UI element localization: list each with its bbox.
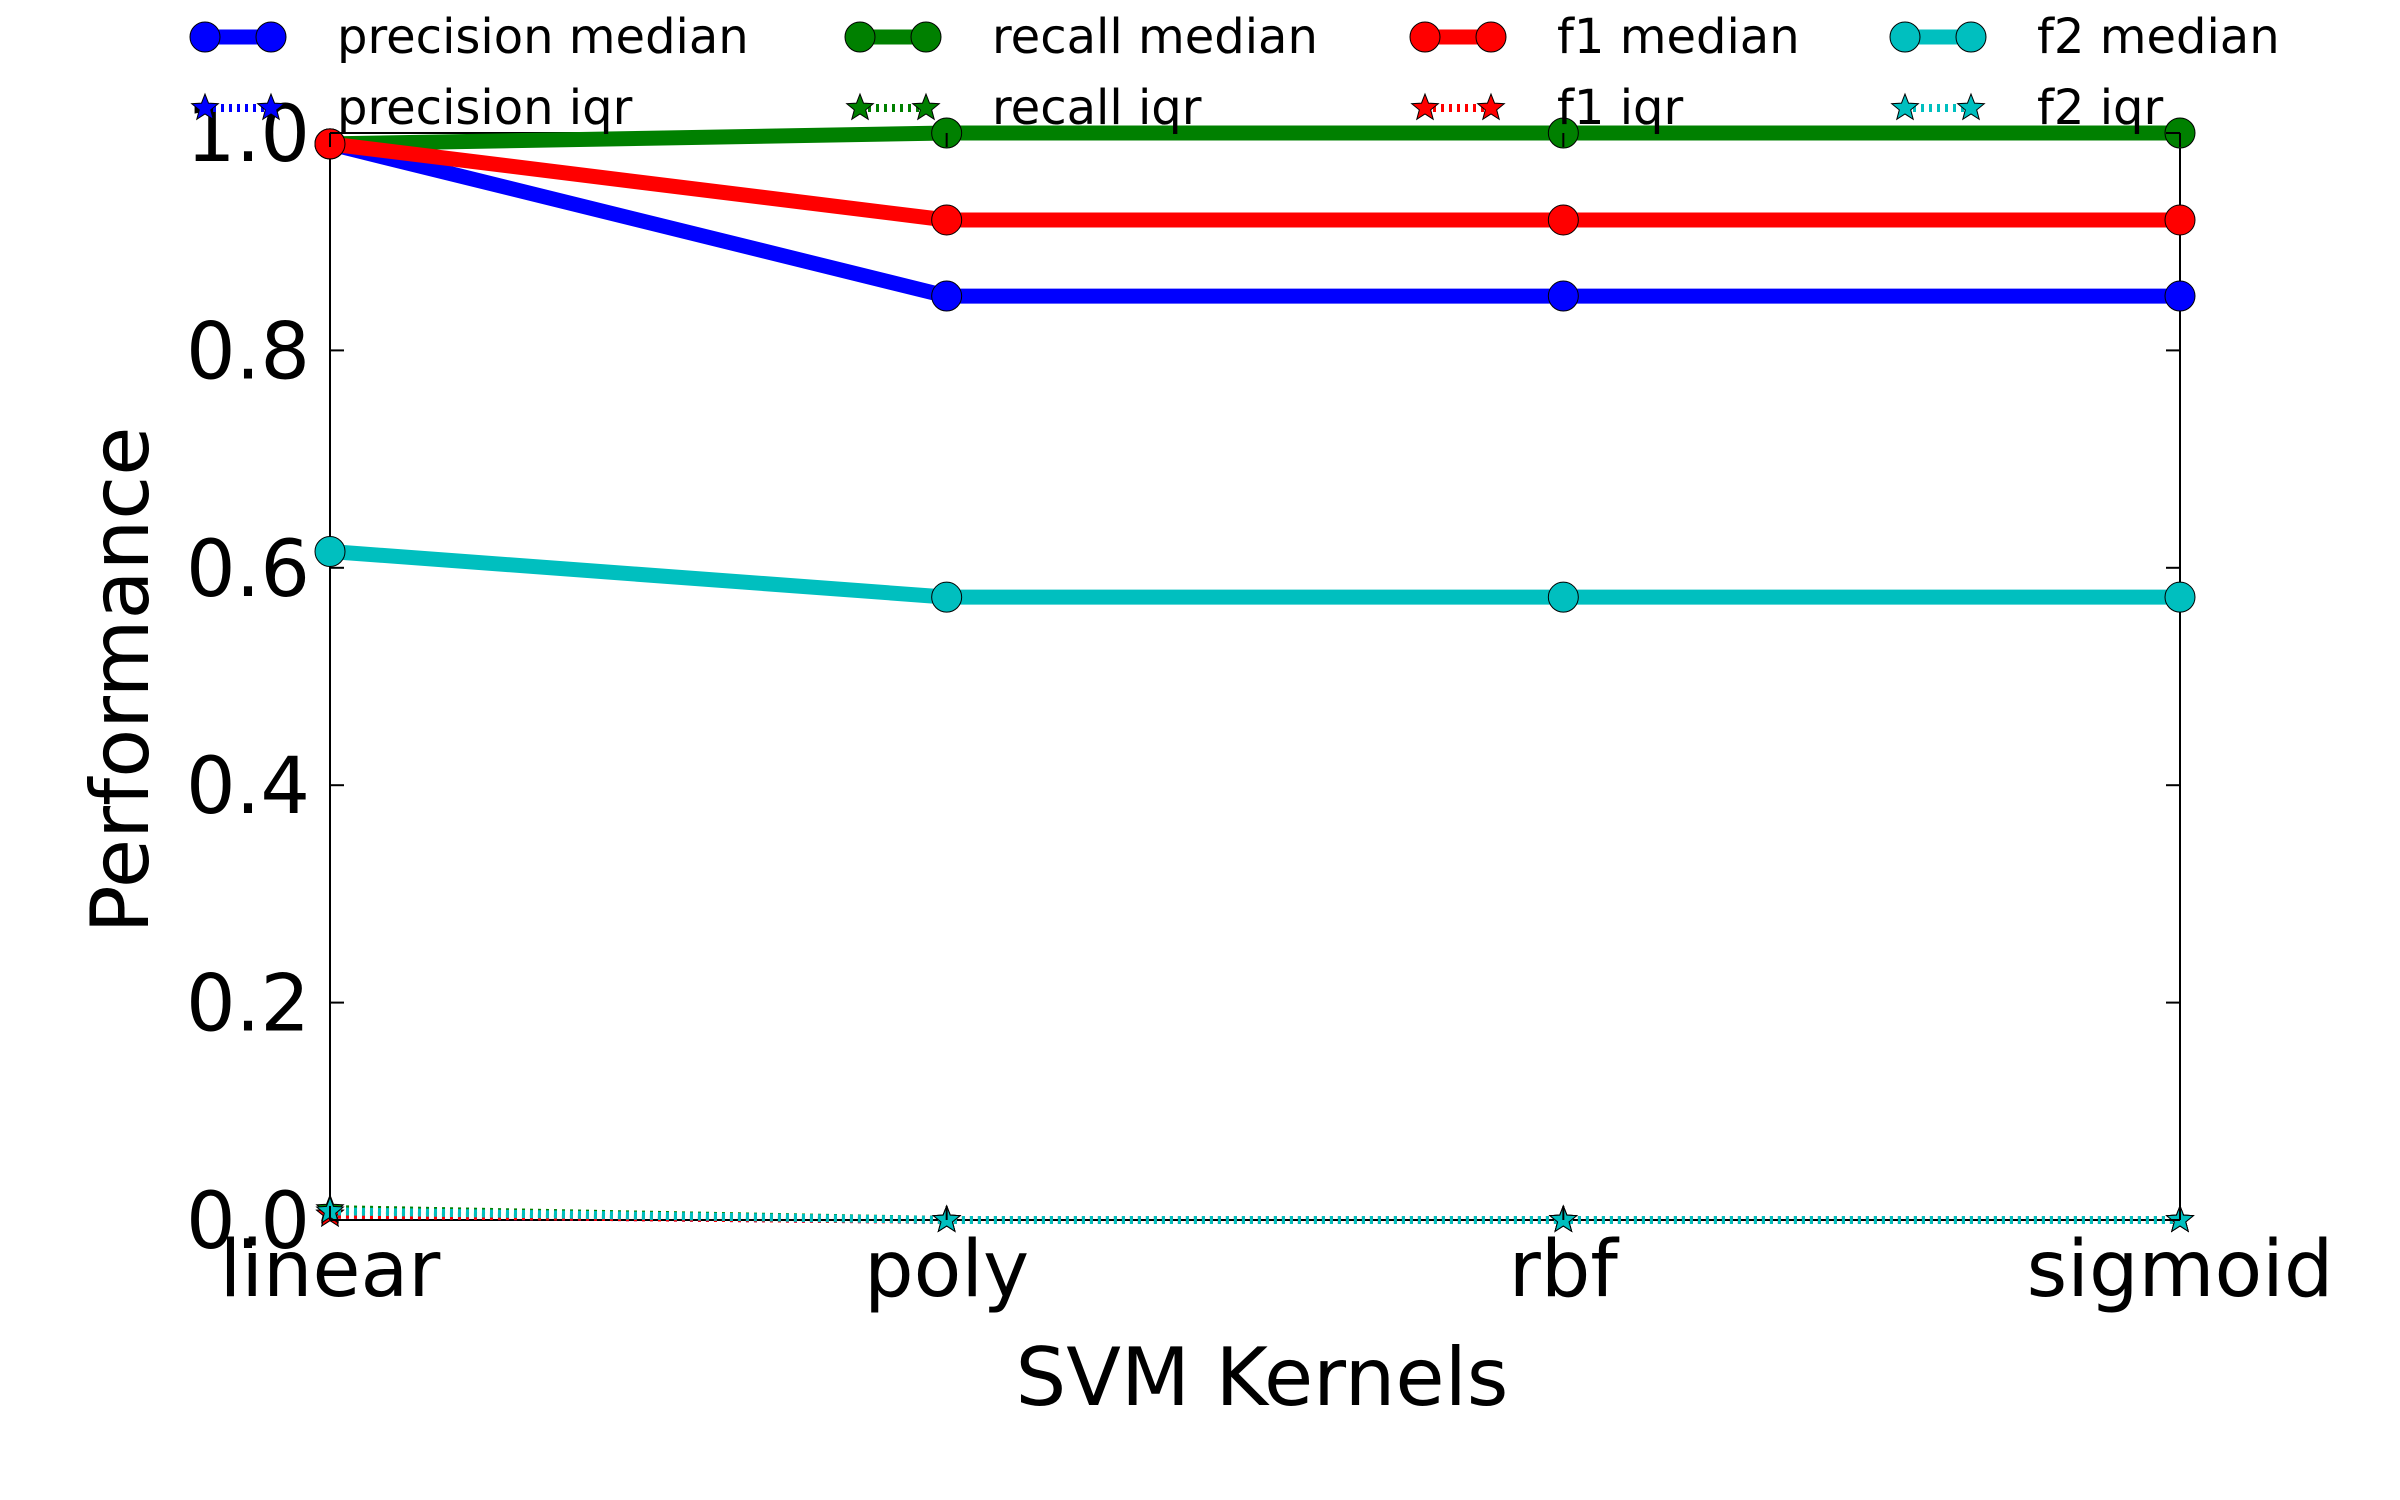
series-f2-iqr	[315, 1195, 2195, 1233]
legend-label: recall iqr	[992, 80, 1202, 136]
legend-label: recall median	[992, 9, 1318, 65]
plot-area	[314, 117, 2196, 1233]
legend-marker	[1409, 21, 1441, 53]
legend-item: precision iqr	[190, 80, 633, 136]
data-point	[1547, 581, 1579, 613]
legend-item: recall iqr	[845, 80, 1202, 136]
y-tick-label: 0.0	[186, 1177, 310, 1267]
legend-item: f1 median	[1409, 9, 1800, 65]
legend-label: f2 median	[2037, 9, 2280, 65]
legend-marker	[910, 21, 942, 53]
x-tick-label: linear	[220, 1225, 442, 1315]
legend-marker	[844, 21, 876, 53]
legend-label: precision median	[337, 9, 749, 65]
data-point	[1547, 280, 1579, 312]
legend-marker	[1889, 21, 1921, 53]
legend-item: f2 iqr	[1890, 80, 2164, 136]
series-line	[329, 1207, 2180, 1224]
legend-label: f1 median	[1557, 9, 1800, 65]
series-line	[329, 136, 2180, 228]
series-f1-median	[314, 128, 2196, 236]
legend-item: f2 median	[1889, 9, 2280, 65]
data-point	[2164, 581, 2196, 613]
y-axis-label: Performance	[74, 427, 167, 934]
y-tick-label: 0.2	[186, 960, 310, 1050]
data-point	[931, 280, 963, 312]
x-tick-label: poly	[864, 1225, 1029, 1315]
data-point	[2164, 204, 2196, 236]
legend-marker	[1956, 92, 1986, 121]
x-axis-label: SVM Kernels	[1016, 1331, 1509, 1424]
series-line	[328, 136, 2180, 304]
legend-marker	[255, 21, 287, 53]
y-tick-label: 0.8	[186, 307, 310, 397]
legend-marker	[911, 92, 941, 121]
legend-marker	[1410, 92, 1440, 121]
legend-marker	[845, 92, 875, 121]
legend-item: precision median	[189, 9, 749, 65]
legend-label: precision iqr	[337, 80, 633, 136]
series-line	[329, 125, 2180, 152]
data-point	[314, 535, 346, 567]
series-f1-iqr	[315, 1199, 2195, 1233]
legend: precision median recall median f1 median f2…	[189, 9, 2280, 136]
series-line	[329, 1205, 2180, 1224]
data-point	[1547, 204, 1579, 236]
legend-marker	[1890, 92, 1920, 121]
series-line	[329, 544, 2180, 605]
series-recall-iqr	[315, 1193, 2195, 1233]
series-precision-iqr	[315, 1199, 2195, 1233]
data-point	[2164, 280, 2196, 312]
legend-label: f1 iqr	[1557, 80, 1684, 136]
data-point	[931, 581, 963, 613]
legend-marker	[189, 21, 221, 53]
legend-label: f2 iqr	[2037, 80, 2164, 136]
y-tick-label: 0.4	[186, 742, 310, 832]
legend-item: f1 iqr	[1410, 80, 1684, 136]
x-tick-label: sigmoid	[2027, 1225, 2334, 1315]
x-tick-label: rbf	[1509, 1225, 1620, 1315]
legend-marker	[1955, 21, 1987, 53]
legend-marker	[256, 92, 286, 121]
legend-marker	[190, 92, 220, 121]
legend-item: recall median	[844, 9, 1318, 65]
legend-marker	[1475, 21, 1507, 53]
data-point	[931, 204, 963, 236]
y-tick-label: 0.6	[186, 525, 310, 615]
series-f2-median	[314, 535, 2196, 613]
legend-marker	[1476, 92, 1506, 121]
